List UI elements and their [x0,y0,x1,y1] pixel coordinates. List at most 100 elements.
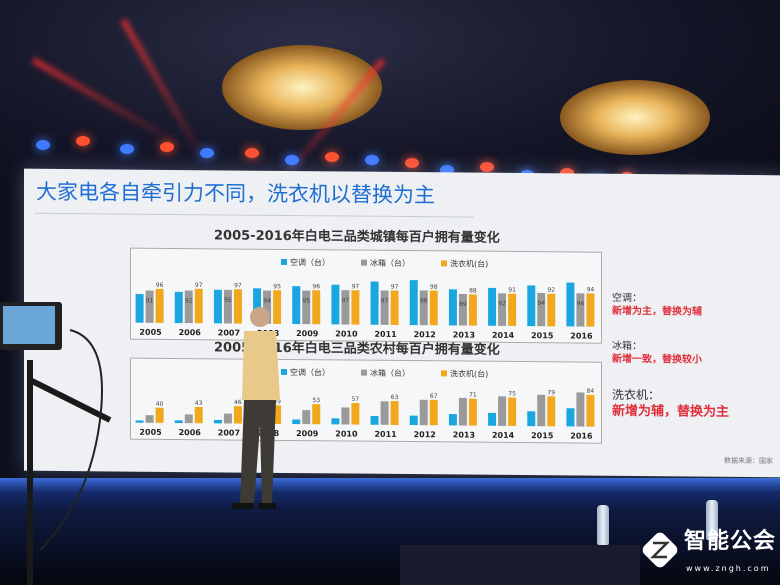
stage [0,478,780,585]
stage-light [480,162,494,172]
bar-fridge [380,290,389,325]
stage-light [285,155,299,165]
data-label: 84 [587,388,595,395]
presentation-slide: 大家电各自牵引力不同，洗衣机以替换为主 2005-2016年白电三品类城镇每百户… [24,168,780,478]
bar-ac [292,419,301,425]
water-bottle [706,500,718,540]
data-label: 40 [156,401,164,408]
bar-ac [174,420,183,424]
bar-washer [155,288,164,323]
x-tick-label: 2013 [453,430,475,439]
bar-washer [351,402,360,425]
data-label: 43 [195,400,203,407]
bar-washer [586,394,595,427]
bar-ac [292,286,301,325]
bar-washer [547,293,556,327]
stage-light [120,144,134,154]
x-tick-label: 2016 [570,431,593,440]
legend-swatch [361,259,367,266]
bar-fridge [537,292,546,327]
bar-washer [547,396,556,427]
stage-light [200,148,214,158]
stage-light [76,136,90,146]
bar-fridge [223,289,232,324]
data-label: 98 [420,297,428,304]
circuit-z-logo-icon [642,532,678,568]
bar-ac [213,419,222,424]
legend-label: 冰箱（台） [370,368,410,378]
data-label: 94 [537,300,545,307]
bar-fridge [223,413,232,424]
data-label: 91 [508,287,516,294]
data-label: 95 [273,283,281,290]
slide-title: 大家电各自牵引力不同，洗衣机以替换为主 [36,179,435,208]
stage-light [440,165,454,175]
data-label: 91 [146,298,154,305]
stage-light [325,152,339,162]
data-label: 94 [577,300,585,307]
data-label: 63 [391,394,399,401]
bar-washer [233,289,242,324]
stage-light [160,142,174,152]
x-tick-label: 2005 [139,328,162,337]
legend-swatch [281,258,287,265]
bar-ac [566,282,575,327]
bar-fridge [380,401,389,425]
bar-fridge [341,290,350,325]
bar-fridge [184,414,193,424]
x-tick-label: 2009 [296,429,319,438]
bar-fridge [576,293,585,327]
data-label: 92 [547,287,555,294]
rural-chart: 空调（台）冰箱（台）洗衣机(台)200540200643200746200849… [130,357,602,444]
bar-ac [409,415,418,426]
legend-swatch [441,370,447,377]
bar-fridge [184,290,193,324]
stage-light [36,140,50,150]
bar-ac [135,420,144,423]
bar-ac [213,289,222,324]
bar-fridge [341,407,350,425]
data-label: 53 [312,397,320,404]
bar-ac [448,414,457,426]
data-label: 96 [312,283,320,290]
bar-ac [331,284,340,325]
stage-light [405,158,419,168]
x-tick-label: 2006 [179,328,202,337]
stage-light [365,155,379,165]
data-label: 75 [508,390,516,397]
data-label: 94 [587,286,595,293]
legend-swatch [281,368,287,375]
x-tick-label: 2012 [414,330,436,339]
bar-ac [566,408,575,427]
legend-swatch [361,369,367,376]
x-tick-label: 2012 [414,430,436,439]
data-label: 94 [263,298,271,305]
bar-ac [370,415,379,425]
x-tick-label: 2010 [335,429,358,438]
data-label: 88 [469,287,477,294]
data-label: 92 [185,298,193,305]
bar-fridge [419,399,428,426]
data-label: 95 [302,297,310,304]
bar-washer [429,290,438,326]
x-tick-label: 2007 [218,428,240,437]
legend-swatch [441,260,447,267]
bar-washer [312,290,321,325]
bar-washer [194,288,203,324]
bar-washer [390,290,399,325]
table [400,545,640,585]
bar-ac [488,287,497,326]
bar-fridge [458,293,467,326]
data-label: 97 [195,282,203,289]
bar-ac [488,412,497,426]
bar-ac [527,285,536,327]
data-label: 95 [224,297,232,304]
bar-washer [468,398,477,426]
bar-washer [194,406,203,424]
data-label: 96 [156,282,164,289]
note-fridge: 冰箱： 新增一致，替换较小 [612,340,702,366]
legend-label: 冰箱（台） [370,258,410,268]
note-washer: 洗衣机： 新增为辅，替换为主 [612,387,730,420]
bar-washer [312,404,321,425]
data-label: 79 [547,389,555,396]
